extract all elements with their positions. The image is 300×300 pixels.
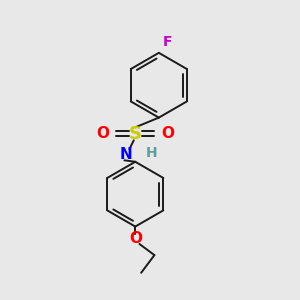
Text: S: S (129, 125, 142, 143)
Text: O: O (161, 126, 174, 141)
Text: H: H (146, 146, 157, 160)
Text: O: O (97, 126, 110, 141)
Text: N: N (120, 147, 133, 162)
Text: F: F (162, 35, 172, 49)
Text: O: O (129, 231, 142, 246)
